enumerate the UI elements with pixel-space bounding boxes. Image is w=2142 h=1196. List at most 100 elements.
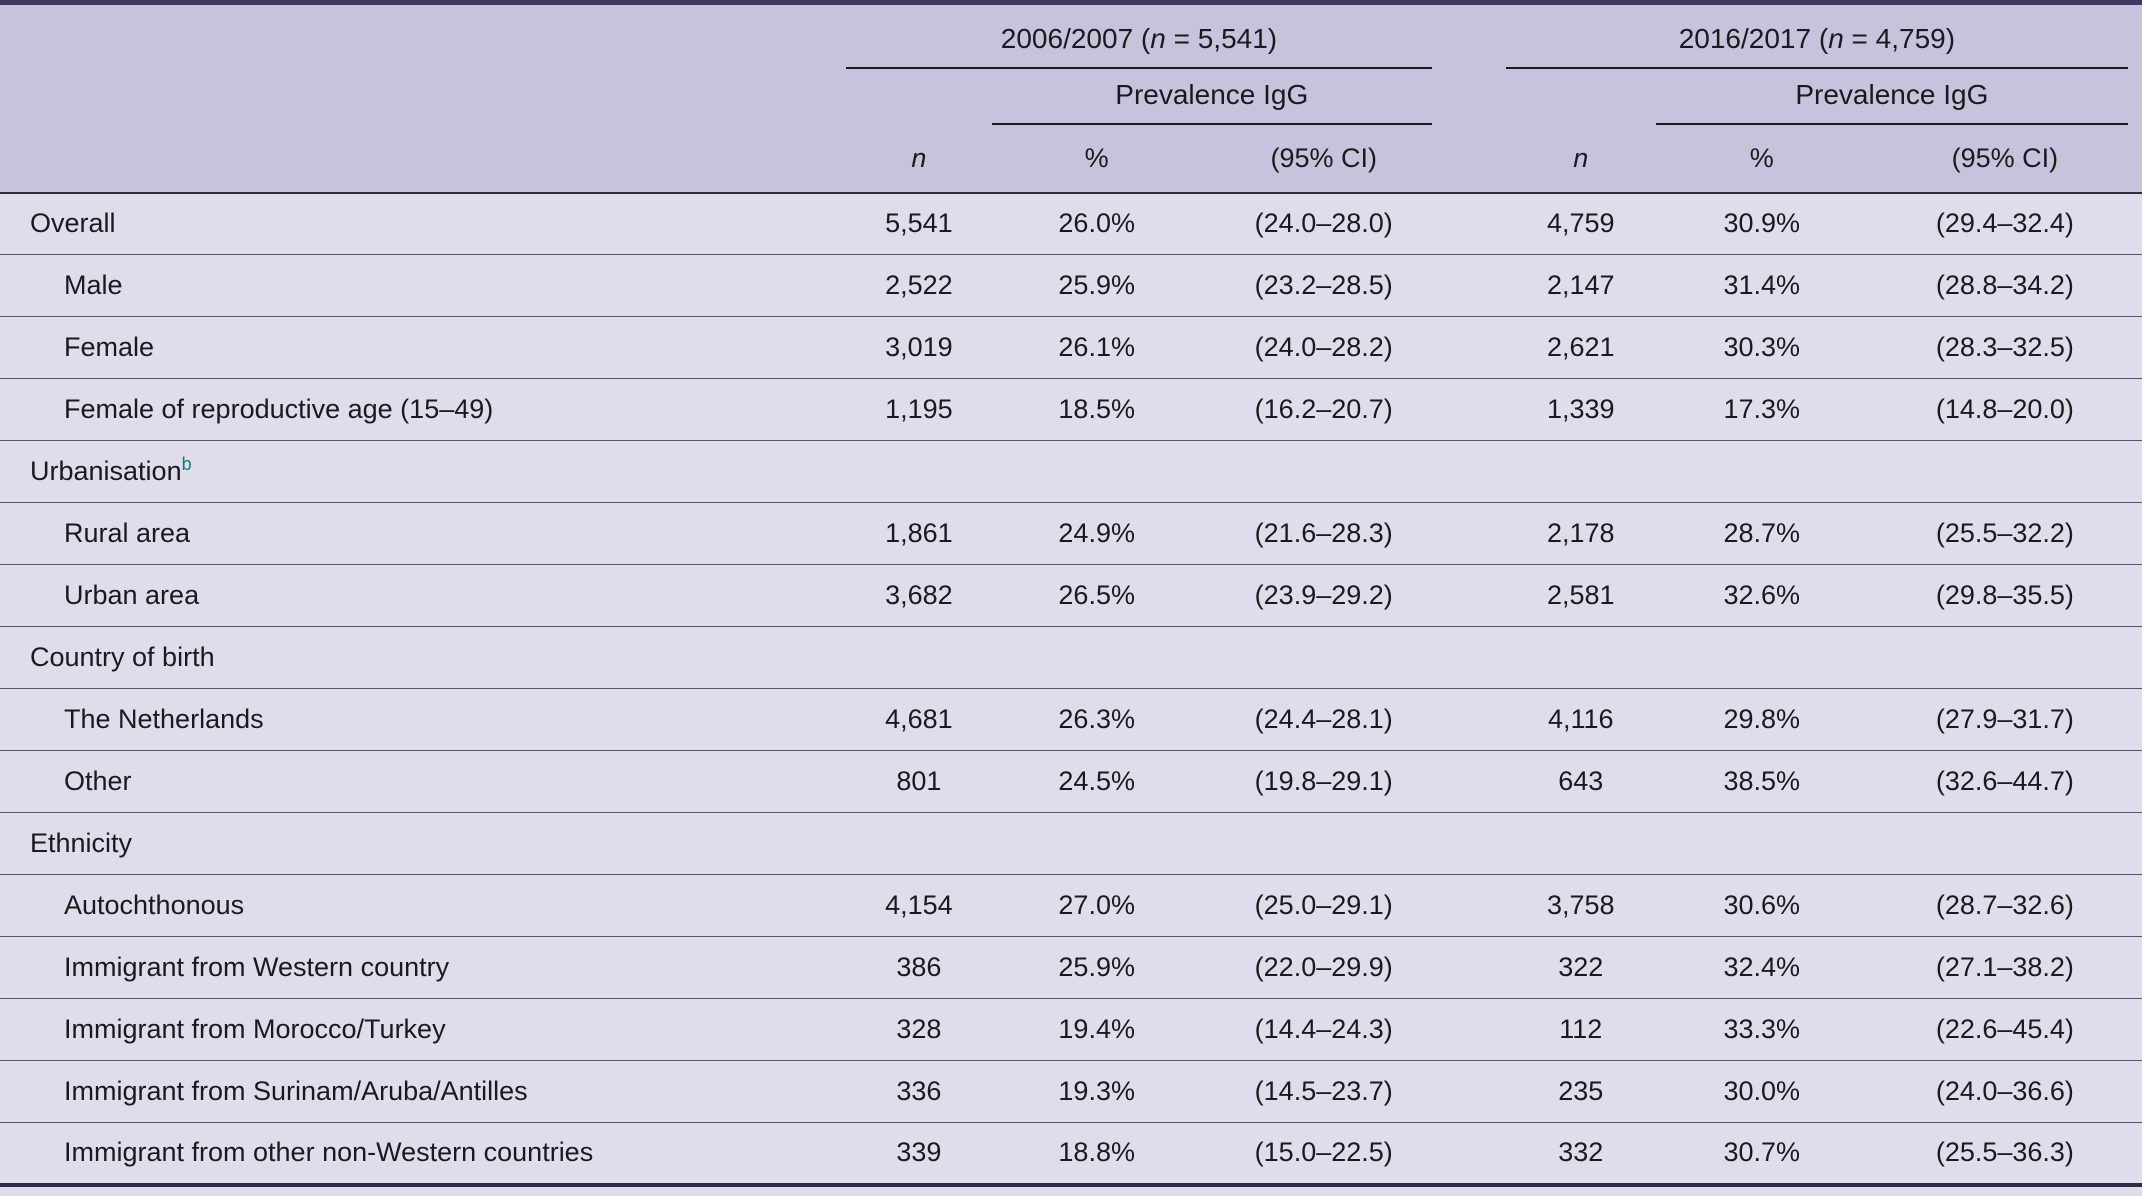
row-label: Female — [0, 316, 847, 379]
column-spacer — [1445, 688, 1506, 751]
cell-n-2016 — [1505, 440, 1656, 503]
cell-pct-2006: 24.5% — [991, 750, 1202, 813]
cell-ci-2016: (29.8–35.5) — [1867, 564, 2142, 627]
cell-n-2006: 1,861 — [846, 502, 992, 565]
cell-pct-2016: 30.6% — [1655, 874, 1868, 937]
column-spacer — [1445, 1060, 1506, 1123]
label-column-header — [0, 124, 847, 194]
row-label: Country of birth — [0, 626, 847, 689]
column-header-row: n % (95% CI) n % (95% CI) — [0, 124, 2142, 194]
row-label-text: Urbanisation — [30, 456, 182, 486]
n-value-text: = 5,541) — [1165, 22, 1278, 54]
cell-n-2016: 3,758 — [1505, 874, 1656, 937]
cell-pct-2016: 17.3% — [1655, 378, 1868, 441]
row-label-text: Immigrant from Western country — [64, 952, 450, 982]
cell-ci-2016: (32.6–44.7) — [1867, 750, 2142, 813]
cell-n-2016: 4,116 — [1505, 688, 1656, 751]
cell-n-2006 — [846, 440, 992, 503]
cell-ci-2016 — [1867, 440, 2142, 503]
cell-pct-2006: 26.3% — [991, 688, 1202, 751]
row-label: Urban area — [0, 564, 847, 627]
row-label-text: Immigrant from Surinam/Aruba/Antilles — [64, 1076, 528, 1106]
row-label-text: Other — [64, 766, 132, 796]
n-value-text: = 4,759) — [1843, 22, 1956, 54]
cell-n-2006: 339 — [846, 1122, 992, 1185]
pct-column-header-2006: % — [991, 124, 1202, 194]
cell-ci-2006: (21.6–28.3) — [1201, 502, 1446, 565]
row-label: Male — [0, 254, 847, 317]
table-row: Female of reproductive age (15–49) 1,195… — [0, 378, 2142, 441]
table-row: Immigrant from Morocco/Turkey 328 19.4% … — [0, 998, 2142, 1061]
cell-n-2016: 2,581 — [1505, 564, 1656, 627]
cell-ci-2016: (25.5–32.2) — [1867, 502, 2142, 565]
row-label-text: Overall — [30, 208, 116, 239]
column-spacer — [1445, 192, 1506, 255]
cell-ci-2016: (27.9–31.7) — [1867, 688, 2142, 751]
cell-n-2006: 3,682 — [846, 564, 992, 627]
row-label: Rural area — [0, 502, 847, 565]
cell-ci-2006: (24.0–28.2) — [1201, 316, 1446, 379]
cell-pct-2006 — [991, 440, 1202, 503]
footnote-marker-icon: b — [181, 454, 192, 474]
cell-pct-2016: 30.3% — [1655, 316, 1868, 379]
row-label-text: Female of reproductive age (15–49) — [64, 394, 494, 424]
cell-n-2006: 4,154 — [846, 874, 992, 937]
row-label-text: Urban area — [64, 580, 200, 610]
column-spacer — [1445, 502, 1506, 565]
table-row: Immigrant from Western country 386 25.9%… — [0, 936, 2142, 999]
row-label: Female of reproductive age (15–49) — [0, 378, 847, 441]
column-spacer — [1445, 68, 1506, 125]
cell-ci-2016: (28.7–32.6) — [1867, 874, 2142, 937]
cell-pct-2006 — [991, 812, 1202, 875]
table-row: Immigrant from Surinam/Aruba/Antilles 33… — [0, 1060, 2142, 1123]
column-spacer — [1445, 750, 1506, 813]
cell-ci-2006 — [1201, 440, 1446, 503]
cell-n-2006: 2,522 — [846, 254, 992, 317]
row-label: Ethnicity — [0, 812, 847, 875]
column-spacer — [1445, 378, 1506, 441]
table-body: Overall 5,541 26.0% (24.0–28.0) 4,759 30… — [0, 192, 2142, 1185]
cell-ci-2006: (25.0–29.1) — [1201, 874, 1446, 937]
cell-pct-2016 — [1655, 812, 1868, 875]
row-label: Immigrant from other non-Western countri… — [0, 1122, 847, 1185]
column-group-2006-2007-label: 2006/2007 (n = 5,541) — [846, 13, 1432, 69]
n-column-header-2006: n — [846, 124, 992, 194]
table-row: Other 801 24.5% (19.8–29.1) 643 38.5% (3… — [0, 750, 2142, 813]
column-group-2006-2007: 2006/2007 (n = 5,541) — [846, 2, 1446, 69]
cell-pct-2006: 19.3% — [991, 1060, 1202, 1123]
cell-pct-2006: 26.1% — [991, 316, 1202, 379]
table-row: Male 2,522 25.9% (23.2–28.5) 2,147 31.4%… — [0, 254, 2142, 317]
cell-pct-2006: 18.8% — [991, 1122, 1202, 1185]
cell-n-2006: 3,019 — [846, 316, 992, 379]
row-label: Immigrant from Morocco/Turkey — [0, 998, 847, 1061]
cell-n-2006 — [846, 626, 992, 689]
cell-n-2016: 332 — [1505, 1122, 1656, 1185]
cell-n-2006: 386 — [846, 936, 992, 999]
table-header: 2006/2007 (n = 5,541) 2016/2017 (n = 4,7… — [0, 2, 2142, 194]
cell-pct-2006 — [991, 626, 1202, 689]
cell-n-2006: 328 — [846, 998, 992, 1061]
cell-pct-2016: 31.4% — [1655, 254, 1868, 317]
cell-ci-2016: (28.8–34.2) — [1867, 254, 2142, 317]
table-row: Ethnicity — [0, 812, 2142, 875]
cell-pct-2006: 26.5% — [991, 564, 1202, 627]
cell-pct-2006: 25.9% — [991, 936, 1202, 999]
cell-n-2016 — [1505, 626, 1656, 689]
row-label-text: The Netherlands — [64, 704, 264, 734]
prevalence-igg-header-2006: Prevalence IgG — [991, 68, 1446, 125]
prevalence-igg-label: Prevalence IgG — [1655, 73, 2128, 125]
cell-ci-2006 — [1201, 626, 1446, 689]
cell-n-2016 — [1505, 812, 1656, 875]
cell-ci-2006: (24.4–28.1) — [1201, 688, 1446, 751]
table-row: Female 3,019 26.1% (24.0–28.2) 2,621 30.… — [0, 316, 2142, 379]
cell-pct-2016 — [1655, 440, 1868, 503]
n-symbol: n — [1828, 22, 1844, 54]
row-label: Other — [0, 750, 847, 813]
cell-pct-2016: 28.7% — [1655, 502, 1868, 565]
column-spacer — [1445, 874, 1506, 937]
cell-pct-2016: 32.6% — [1655, 564, 1868, 627]
cell-ci-2016: (25.5–36.3) — [1867, 1122, 2142, 1185]
column-spacer — [1445, 124, 1506, 194]
label-column-header — [0, 68, 847, 125]
cell-ci-2006: (23.9–29.2) — [1201, 564, 1446, 627]
